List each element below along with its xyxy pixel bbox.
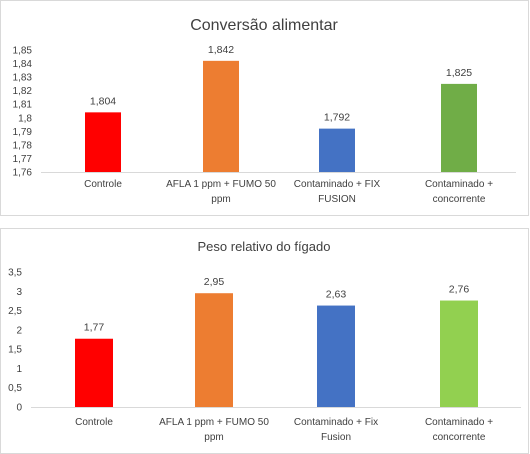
category-label: Contaminado + FIX [294,179,381,190]
y-tick-label: 1 [16,364,22,375]
bar [440,300,478,407]
category-label: Contaminado + [425,417,493,428]
category-label: Fusion [321,432,351,443]
y-tick-label: 2,5 [8,306,22,317]
y-tick-label: 1,83 [13,73,33,84]
y-tick-label: 1,84 [13,59,33,70]
bar [195,293,233,407]
y-tick-label: 1,77 [13,154,33,165]
y-tick-label: 3,5 [8,268,22,279]
category-label: Contaminado + [425,179,493,190]
category-label: FUSION [318,194,356,205]
bar [441,83,477,172]
category-label: concorrente [433,194,486,205]
category-label: concorrente [433,432,486,443]
bar [75,338,113,407]
data-label: 1,825 [446,67,472,79]
data-label: 1,792 [324,112,350,124]
y-tick-label: 1,78 [13,140,33,151]
chart-conversao-alimentar: Conversão alimentar 1,85 1,84 1,83 1,82 1,81 1… [13,17,516,205]
bar [317,305,355,407]
chart-peso-relativo-figado: Peso relativo do fígado 3,5 3 2,5 2 1,5 1 0,5 0 1… [8,239,521,443]
y-tick-label: 1,8 [18,113,32,124]
data-label: 2,63 [326,289,347,301]
y-tick-label: 1,76 [13,168,33,179]
category-label: Controle [75,417,113,428]
category-label: AFLA 1 ppm + FUMO 50 [159,417,269,428]
y-tick-label: 3 [16,287,22,298]
data-label: 2,76 [449,284,470,296]
chart-panel-conversao: Conversão alimentar 1,85 1,84 1,83 1,82 1,81 1… [0,0,529,216]
y-tick-label: 1,5 [8,345,22,356]
data-label: 1,77 [84,322,105,334]
category-label: AFLA 1 ppm + FUMO 50 [166,179,276,190]
chart-panel-peso-figado: Peso relativo do fígado 3,5 3 2,5 2 1,5 1 0,5 0 1… [0,228,529,454]
y-tick-label: 0 [16,403,22,414]
bar [85,112,121,172]
data-label: 1,842 [208,44,234,56]
chart-title: Conversão alimentar [190,17,338,34]
bar [203,60,239,172]
category-label: ppm [211,194,230,205]
data-label: 1,804 [90,95,116,107]
y-tick-label: 1,82 [13,86,33,97]
y-tick-label: 1,79 [13,127,33,138]
category-label: Contaminado + Fix [294,417,378,428]
y-tick-label: 1,81 [13,100,33,111]
y-tick-label: 1,85 [13,46,33,57]
chart-title: Peso relativo do fígado [198,239,331,254]
y-tick-label: 0,5 [8,383,22,394]
y-tick-label: 2 [16,325,22,336]
bar [319,128,355,172]
category-label: ppm [204,432,223,443]
data-label: 2,95 [204,276,225,288]
category-label: Controle [84,179,122,190]
